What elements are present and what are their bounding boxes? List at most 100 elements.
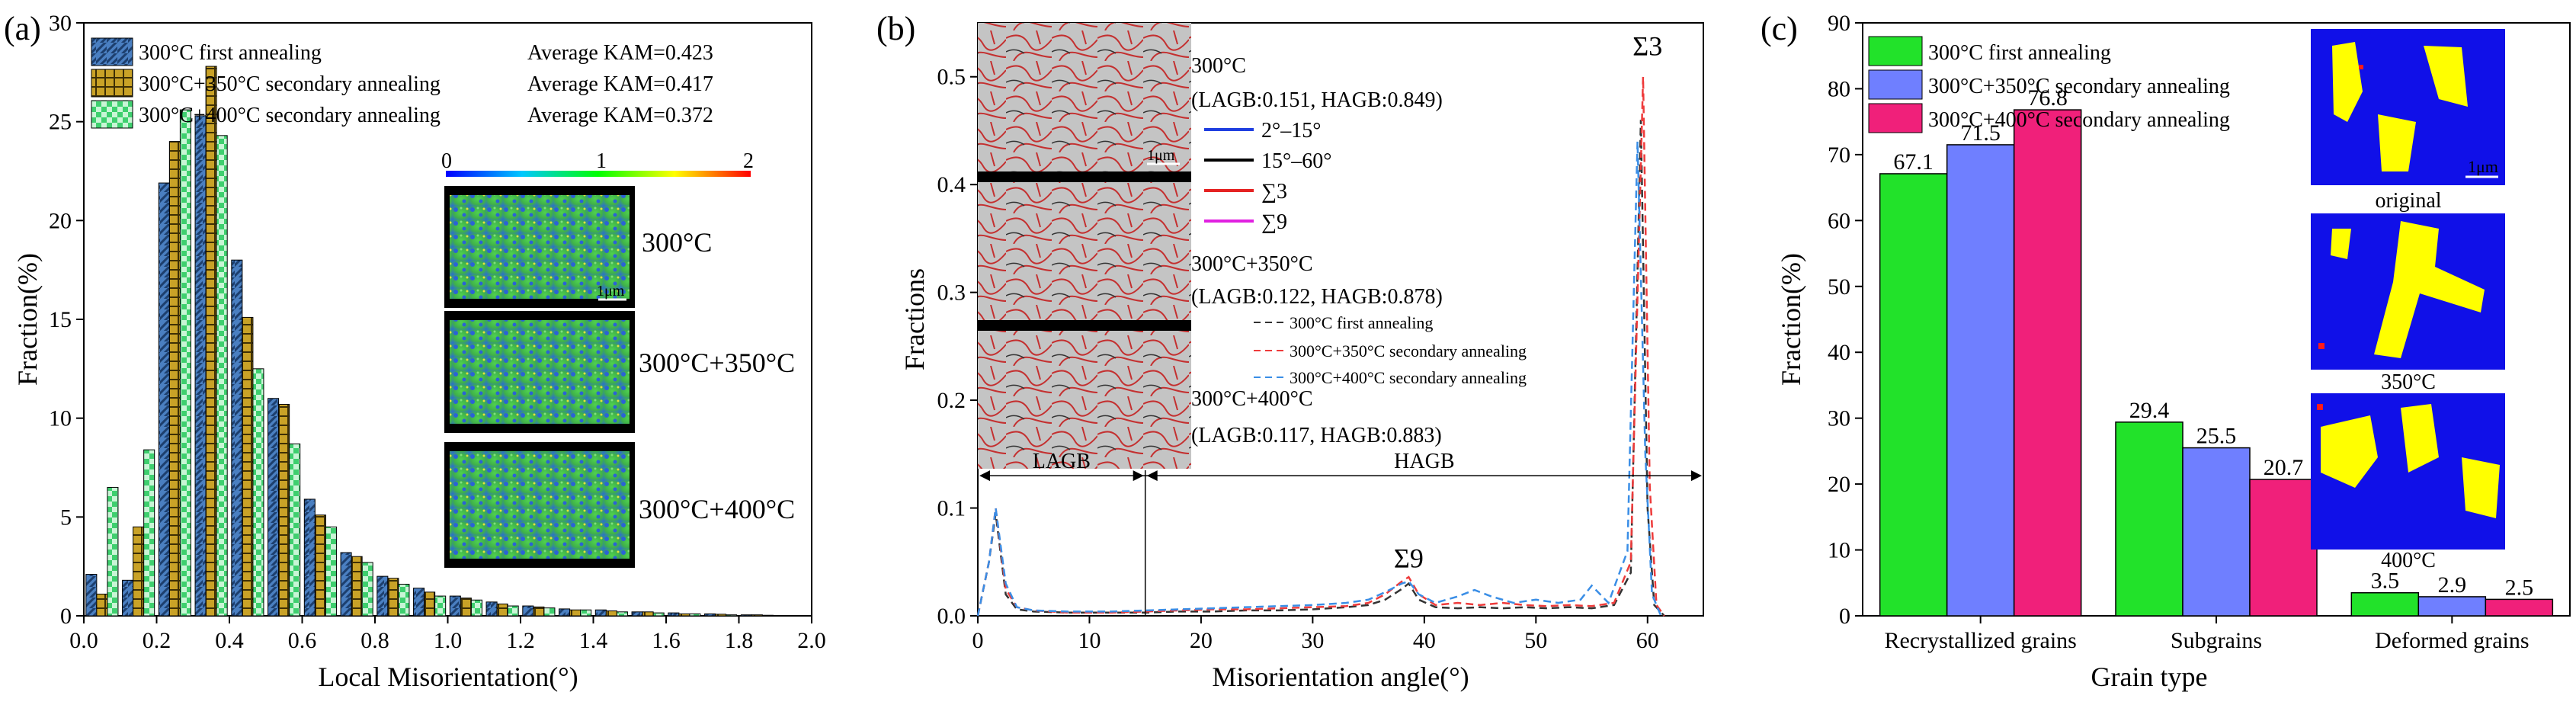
a-x-tick-label: 1.8	[725, 628, 754, 653]
a-bar-s1-bin-17	[704, 613, 716, 617]
c-bar-s2-0	[1946, 144, 2015, 617]
grain-map-label-original: original	[2375, 189, 2441, 213]
b-y-tick-label: 0.3	[937, 280, 966, 306]
a-bar-s2-bin-12	[533, 606, 545, 617]
b-y-tick-label: 0.2	[937, 388, 966, 413]
a-x-tick-label: 2.0	[797, 628, 826, 653]
c-bar-s1-1	[2115, 421, 2184, 617]
lagb-hagb-markers: LAGB HAGB Σ3 Σ9	[979, 30, 1702, 616]
a-bar-s2-bin-15	[642, 611, 654, 617]
a-bar-s1-bin-0	[85, 574, 98, 617]
panel-a-x-ticks: 0.0 0.2 0.4 0.6 0.8 1.0 1.2 1.4 1.6 1.8 2.0	[69, 616, 826, 653]
legend-label-c-series-2: 300°C+350°C secondary annealing	[1928, 75, 2230, 98]
a-bar-s2-bin-2	[168, 141, 181, 617]
a-x-tick-label: 1.6	[652, 628, 681, 653]
grain-map-400-yellow	[2321, 404, 2500, 518]
kam-inset-label-2: 300°C+350°C	[639, 348, 795, 378]
c-x-tick-label: Subgrains	[2171, 628, 2262, 653]
kam-inset-label-3: 300°C+400°C	[639, 494, 795, 524]
panel-b-lines	[976, 76, 1665, 617]
c-y-tick-label: 40	[1828, 340, 1850, 365]
ebsd-inset: 1μm 300°C (LAGB:0.151, HAGB:0.849) 300°C…	[978, 23, 1443, 469]
a-bar-s2-bin-8	[387, 578, 399, 617]
panel-c-label: (c)	[1761, 10, 1798, 47]
a-bar-s1-bin-7	[340, 552, 352, 617]
a-bar-s2-bin-16	[678, 613, 690, 617]
b-x-tick-label: 0	[972, 628, 984, 653]
b-y-tick-label: 0.5	[937, 65, 966, 90]
a-bar-s1-bin-18	[740, 614, 752, 617]
panel-b-x-ticks: 0 10 20 30 40 50 60	[972, 616, 1659, 653]
panel-a-y-ticks: 0 5 10 15 20 25 30	[49, 11, 84, 629]
c-bar-value-label: 2.9	[2438, 572, 2467, 598]
a-y-tick-label: 25	[49, 110, 72, 135]
c-bar-s2-2	[2417, 596, 2487, 617]
legend-swatch-series-1	[91, 37, 133, 66]
legend-label-series-1: 300°C first annealing	[139, 41, 322, 65]
lagb-arrow-left	[979, 470, 990, 482]
a-bar-s3-bin-5	[289, 443, 301, 617]
a-bar-s3-bin-9	[434, 595, 447, 617]
panel-b-misorientation: (b) 0.0 0.1 0.2 0.3 0.4 0.5 0 10 20 30 40 50 60 Mis…	[876, 10, 1704, 692]
legend-label-b-series-2: 300°C+350°C secondary annealing	[1290, 341, 1527, 361]
a-x-tick-label: 0.2	[143, 628, 171, 653]
kam-map-350	[450, 320, 630, 424]
a-bar-s3-bin-3	[216, 135, 228, 617]
kam-scale-bar-label: 1μm	[597, 283, 625, 300]
a-bar-s2-bin-18	[751, 614, 763, 617]
inset-title-350: 300°C+350°C	[1191, 252, 1313, 276]
a-x-tick-label: 1.0	[434, 628, 463, 653]
panel-b-label: (b)	[876, 10, 915, 47]
hagb-arrow-left	[1146, 470, 1158, 482]
b-y-tick-label: 0.1	[937, 496, 966, 521]
kam-map-300	[450, 195, 630, 299]
a-bar-s3-bin-16	[689, 613, 701, 617]
c-y-tick-label: 10	[1828, 538, 1850, 563]
b-x-tick-label: 40	[1413, 628, 1436, 653]
a-bar-s2-bin-14	[605, 610, 617, 617]
a-x-tick-label: 1.4	[579, 628, 608, 653]
inset-title-400: 300°C+400°C	[1191, 387, 1313, 411]
a-bar-s1-bin-8	[376, 575, 389, 617]
ebsd-boundary-map	[978, 23, 1191, 469]
c-y-tick-label: 50	[1828, 274, 1850, 300]
boundary-legend: 2°–15° 15°–60° ∑3 ∑9	[1204, 119, 1331, 234]
a-bar-s1-bin-2	[158, 182, 170, 617]
c-bar-s3-0	[2013, 109, 2082, 617]
a-bar-s3-bin-15	[652, 612, 665, 617]
legend-label-series-2: 300°C+350°C secondary annealing	[139, 72, 441, 96]
b-x-tick-label: 60	[1636, 628, 1659, 653]
a-bar-s2-bin-3	[205, 66, 217, 617]
panel-c-y-axis-label: Fraction(%)	[1776, 253, 1806, 386]
colorbar-min-label: 0	[441, 149, 452, 173]
c-y-tick-label: 30	[1828, 406, 1850, 431]
a-bar-s3-bin-7	[361, 562, 373, 617]
ebsd-scale-bar-label: 1μm	[1147, 147, 1175, 164]
a-bar-s3-bin-2	[179, 109, 191, 617]
lagb-arrow-right	[1133, 470, 1144, 482]
c-bar-value-label: 71.5	[1960, 120, 2001, 146]
a-bar-s1-bin-12	[522, 605, 534, 617]
a-x-tick-label: 0.8	[360, 628, 389, 653]
ebsd-gap-2	[978, 320, 1191, 331]
panel-c-bars: 67.1 71.5 76.8 29.4 25.5 20.7 3.5 2.9 2.5	[1879, 85, 2554, 617]
legend-label-2-15: 2°–15°	[1261, 119, 1321, 143]
a-y-tick-label: 0	[60, 604, 72, 629]
sigma9-peak-label: Σ9	[1394, 543, 1424, 573]
c-bar-s1-0	[1879, 173, 1948, 617]
a-bar-s3-bin-11	[507, 605, 519, 617]
panel-a-x-axis-label: Local Misorientation(°)	[318, 662, 578, 692]
kam-inset-maps: 1μm 300°C 300°C+350°C 300°C+400°C	[444, 186, 795, 568]
grain-scale-bar-label: 1μm	[2468, 157, 2498, 176]
b-y-tick-label: 0.4	[937, 172, 966, 197]
c-bar-s3-2	[2485, 598, 2554, 617]
b-x-tick-label: 20	[1190, 628, 1213, 653]
a-bar-s3-bin-4	[252, 368, 264, 617]
grain-map-350-yellow	[2331, 221, 2485, 358]
a-bar-s1-bin-5	[268, 398, 280, 617]
b-x-tick-label: 50	[1524, 628, 1547, 653]
a-bar-s3-bin-18	[761, 614, 774, 617]
a-x-tick-label: 0.0	[69, 628, 98, 653]
panel-a-y-axis-label: Fraction(%)	[12, 253, 43, 386]
